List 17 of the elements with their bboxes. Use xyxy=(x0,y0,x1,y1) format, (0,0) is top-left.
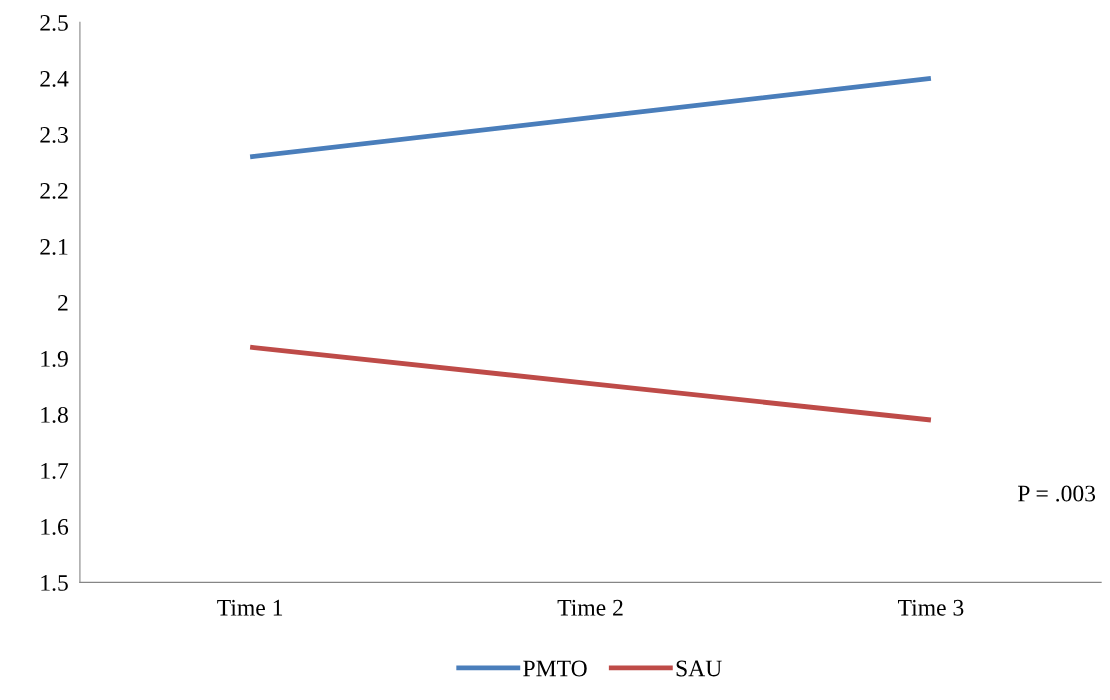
y-tick-label: 2.1 xyxy=(40,238,68,255)
x-tick-label: Time 1 xyxy=(217,599,283,616)
y-tick-label: 2.5 xyxy=(40,14,68,31)
y-tick-label: 1.5 xyxy=(41,575,68,591)
y-tick-label: 2.4 xyxy=(40,70,69,87)
y-tick-label: 2.3 xyxy=(40,126,68,143)
x-tick-label: Time 2 xyxy=(557,599,623,616)
y-tick-label: 2 xyxy=(58,294,68,311)
y-tick-label: 1.6 xyxy=(41,518,69,535)
x-tick-label: Time 3 xyxy=(897,599,964,616)
legend-label: SAU xyxy=(676,660,722,677)
y-tick-label: 2.2 xyxy=(40,182,68,199)
y-tick-label: 1.7 xyxy=(41,463,69,479)
y-tick-label: 1.8 xyxy=(41,406,68,423)
y-tick-label: 1.9 xyxy=(41,350,68,367)
legend-label: PMTO xyxy=(523,660,587,677)
annotation: P = .003 xyxy=(1018,485,1096,502)
